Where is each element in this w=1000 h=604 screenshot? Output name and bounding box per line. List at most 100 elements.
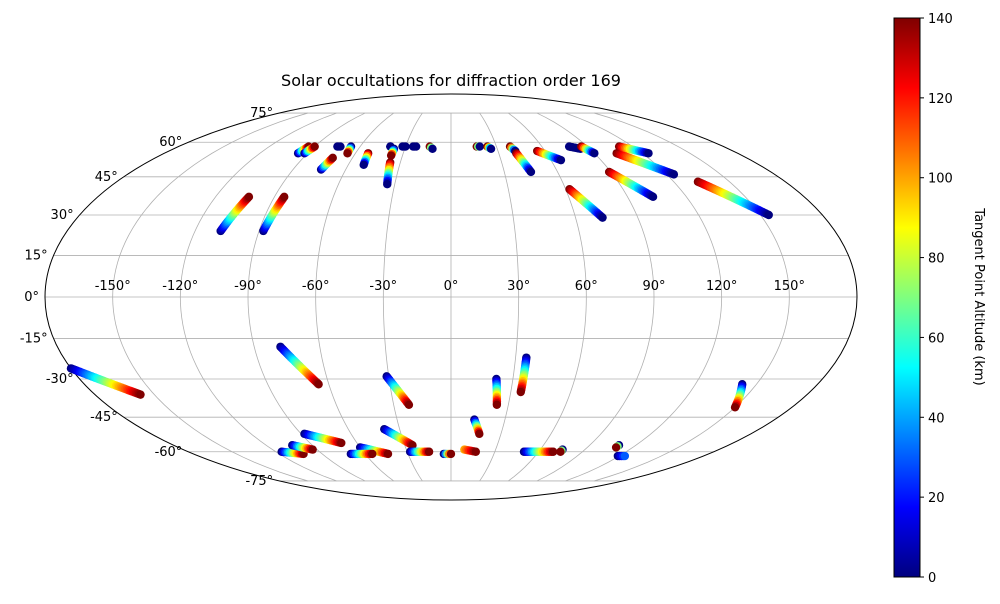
occultation-track	[533, 146, 566, 165]
occultation-point	[764, 210, 773, 220]
occultation-track	[408, 142, 421, 151]
colorbar-tick-label: 100	[928, 172, 953, 187]
gridline-lon	[315, 112, 394, 482]
occultation-track	[276, 342, 323, 389]
occultation-track	[460, 445, 481, 456]
lat-tick-label: -30°	[46, 372, 74, 387]
occultation-point	[424, 447, 434, 456]
occultation-track	[66, 364, 145, 399]
gridline-lon	[594, 112, 790, 482]
occultation-point	[308, 445, 317, 454]
occultation-point	[310, 142, 319, 151]
occultation-point	[556, 447, 565, 456]
lat-tick-label: 45°	[95, 170, 118, 185]
occultation-point	[475, 142, 484, 151]
lon-tick-label: -120°	[162, 279, 198, 294]
colorbar-tick-label: 40	[928, 411, 945, 426]
occultation-track	[611, 441, 624, 452]
occultation-track	[565, 185, 607, 222]
occultation-track	[380, 424, 417, 450]
occultation-point	[280, 192, 289, 202]
lon-tick-label: -90°	[234, 279, 262, 294]
lat-tick-label: -15°	[20, 332, 48, 347]
occultation-point	[492, 400, 502, 409]
occultation-point	[136, 390, 145, 399]
occultation-point	[343, 149, 352, 158]
lat-tick-label: 60°	[159, 135, 182, 150]
occultation-track	[398, 142, 410, 151]
occultation-point	[336, 142, 345, 151]
occultation-track	[439, 449, 456, 459]
occultation-track	[519, 447, 558, 456]
occultation-point	[590, 149, 599, 158]
gridline-lon	[479, 112, 520, 482]
colorbar-tick-label: 80	[928, 252, 945, 267]
map-boundary	[44, 93, 858, 501]
occultation-point	[644, 149, 653, 158]
occultation-track	[730, 380, 747, 412]
lat-tick-label: -60°	[155, 445, 183, 460]
occultation-point	[337, 438, 346, 448]
gridline-lon	[382, 112, 423, 482]
occultation-track	[614, 142, 653, 158]
occultation-point	[404, 400, 414, 409]
occultation-track	[470, 415, 484, 439]
occultation-point	[669, 170, 679, 179]
occultation-point	[475, 429, 484, 439]
colorbar-label: Tangent Point Altitude (km)	[971, 207, 986, 385]
occultation-point	[611, 443, 621, 452]
occultation-track	[386, 144, 399, 160]
colorbar-tick-label: 60	[928, 331, 945, 346]
occultation-track	[383, 158, 395, 189]
lon-tick-label: 60°	[575, 279, 598, 294]
occultation-point	[386, 151, 396, 160]
occultation-track	[577, 142, 599, 158]
lon-tick-label: 120°	[706, 279, 737, 294]
occultation-track	[483, 142, 496, 153]
occultation-track	[277, 447, 308, 459]
occultation-track	[359, 149, 373, 170]
gridline-lon	[247, 112, 366, 482]
occultation-track	[556, 445, 567, 456]
occultation-points	[66, 142, 773, 461]
occultation-point	[620, 451, 630, 461]
axis-tick-labels: -150° -120° -90° -60° -30° 0° 30° 60° 90° 120° 150…	[20, 106, 805, 489]
occultation-point	[598, 213, 607, 222]
occultation-point	[411, 142, 421, 151]
occultation-track	[216, 192, 254, 236]
occultation-track	[316, 153, 337, 174]
lon-tick-label: 90°	[642, 279, 665, 294]
occultation-point	[446, 449, 456, 459]
colorbar-tick-label: 140	[928, 12, 953, 27]
occultation-track	[604, 167, 658, 202]
occultation-point	[408, 441, 417, 450]
occultation-track	[382, 372, 414, 409]
colorbar-tick-label: 20	[928, 491, 945, 506]
occultation-point	[428, 144, 437, 153]
lon-tick-label: -60°	[302, 279, 330, 294]
occultation-point	[526, 167, 536, 177]
occultation-track	[492, 374, 502, 409]
occultation-point	[471, 447, 481, 456]
lon-tick-label: 30°	[507, 279, 530, 294]
lat-tick-label: 75°	[250, 106, 273, 121]
gridline-lon	[112, 112, 308, 482]
lon-tick-label: 150°	[774, 279, 805, 294]
graticule	[45, 112, 857, 482]
lat-tick-label: 15°	[25, 248, 48, 263]
occultation-track	[259, 192, 289, 236]
map-frame	[44, 93, 858, 501]
gridline-lon	[179, 112, 337, 482]
occultation-point	[486, 144, 496, 153]
occultation-point	[516, 387, 525, 397]
occultation-point	[548, 447, 558, 456]
gridline-lon	[536, 112, 655, 482]
occultation-point	[556, 155, 566, 165]
occultation-point	[368, 449, 377, 459]
occultation-track	[472, 142, 484, 151]
lon-tick-label: 0°	[444, 279, 459, 294]
occultation-track	[693, 177, 773, 220]
lat-tick-label: -45°	[90, 410, 118, 425]
occultation-point	[244, 192, 254, 202]
